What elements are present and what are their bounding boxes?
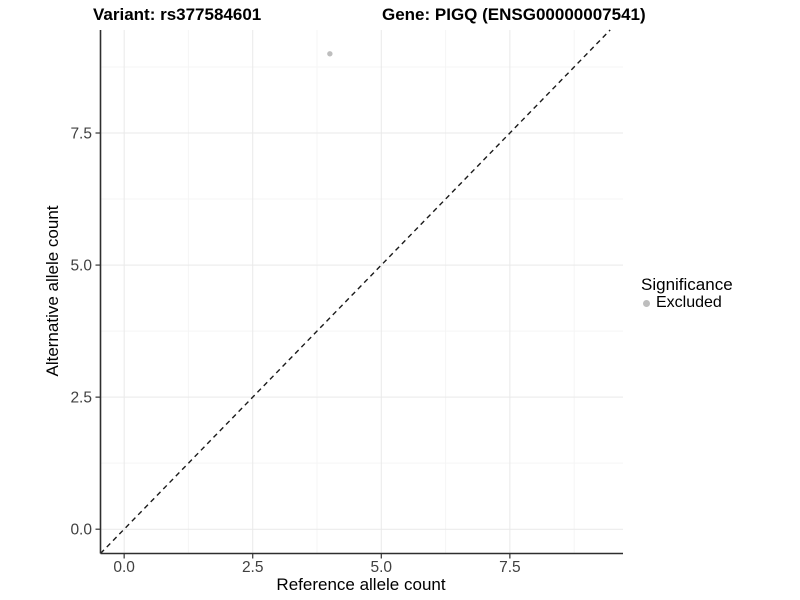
plot-title-gene: Gene: PIGQ (ENSG00000007541)	[382, 5, 646, 24]
identity-line	[99, 29, 611, 554]
y-axis-title: Alternative allele count	[43, 205, 62, 377]
y-tick-label: 0.0	[70, 522, 92, 539]
x-tick-label: 7.5	[499, 559, 521, 576]
x-tick-label: 2.5	[242, 559, 264, 576]
y-tick-label: 2.5	[70, 390, 92, 407]
y-tick-label: 5.0	[70, 258, 92, 275]
x-tick-label: 0.0	[113, 559, 135, 576]
legend: Significance Excluded	[638, 275, 733, 312]
x-tick-label: 5.0	[371, 559, 393, 576]
excluded-point-icon	[642, 299, 650, 307]
x-axis-title: Reference allele count	[276, 575, 446, 594]
legend-item-excluded: Excluded	[638, 294, 733, 312]
legend-key	[638, 295, 654, 311]
legend-item-label: Excluded	[656, 294, 722, 311]
plot-title-variant: Variant: rs377584601	[93, 5, 262, 24]
y-tick-label: 7.5	[70, 126, 92, 143]
data-point	[327, 51, 333, 57]
legend-title: Significance	[641, 275, 733, 294]
